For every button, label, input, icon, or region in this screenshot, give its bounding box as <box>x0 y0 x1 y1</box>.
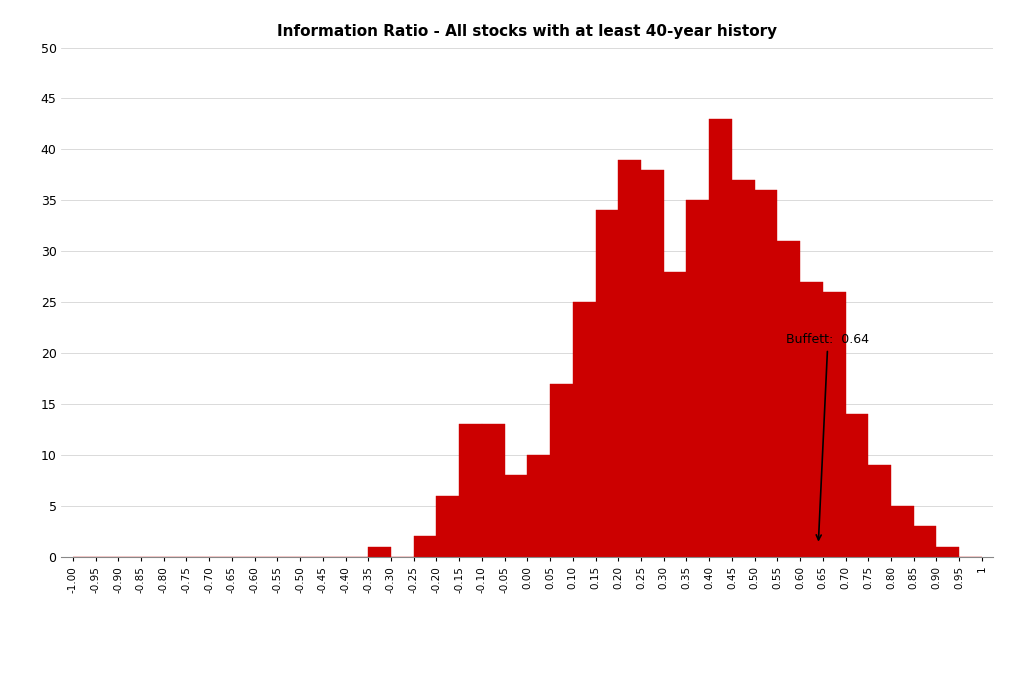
Bar <box>800 282 823 557</box>
Bar <box>596 210 618 557</box>
Bar <box>755 190 777 557</box>
Bar <box>777 241 800 557</box>
Bar <box>937 547 959 557</box>
Text: Buffett:  0.64: Buffett: 0.64 <box>786 333 869 540</box>
Bar <box>641 170 664 557</box>
Bar <box>618 160 641 557</box>
Bar <box>414 536 436 557</box>
Bar <box>482 424 505 557</box>
Bar <box>913 526 937 557</box>
Bar <box>572 302 596 557</box>
Bar <box>868 465 891 557</box>
Bar <box>436 496 459 557</box>
Bar <box>505 475 527 557</box>
Bar <box>891 506 913 557</box>
Bar <box>369 547 391 557</box>
Bar <box>550 384 572 557</box>
Title: Information Ratio - All stocks with at least 40-year history: Information Ratio - All stocks with at l… <box>278 24 777 39</box>
Bar <box>686 200 710 557</box>
Bar <box>846 414 868 557</box>
Bar <box>732 180 755 557</box>
Bar <box>459 424 482 557</box>
Bar <box>527 455 550 557</box>
Bar <box>664 272 686 557</box>
Bar <box>823 292 846 557</box>
Bar <box>710 119 732 557</box>
